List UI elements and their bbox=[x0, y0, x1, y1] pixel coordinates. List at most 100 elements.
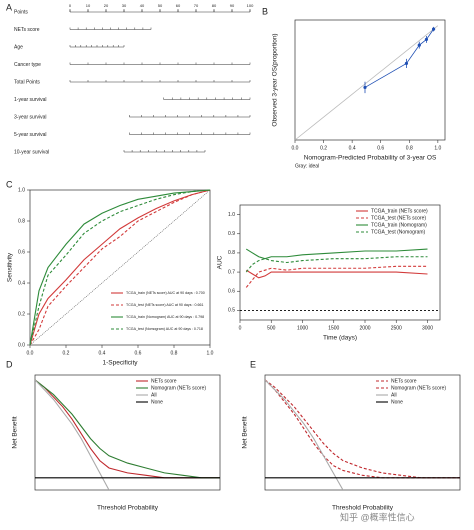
legend-label: All bbox=[391, 392, 397, 398]
row-label: Cancer type bbox=[14, 62, 41, 68]
row-label: NETs score bbox=[14, 27, 40, 33]
y-tick-label: 0.0 bbox=[18, 342, 25, 348]
series-line bbox=[245, 269, 428, 279]
series-line bbox=[245, 256, 428, 273]
y-axis-title: Net Benefit bbox=[12, 416, 19, 448]
calibration-point bbox=[417, 43, 421, 47]
y-axis-title: AUC bbox=[217, 255, 224, 269]
y-axis-title: Sensitivity bbox=[7, 252, 14, 282]
series-line bbox=[245, 265, 428, 288]
points-tick-label: 80 bbox=[212, 3, 217, 8]
series-line bbox=[29, 189, 211, 346]
series-line bbox=[265, 379, 460, 479]
points-tick-label: 50 bbox=[158, 3, 163, 8]
x-tick-label: 0.8 bbox=[406, 145, 413, 151]
legend-label: None bbox=[151, 399, 163, 405]
series-line bbox=[35, 379, 110, 490]
legend-label: Nomogram (NETs score) bbox=[151, 385, 206, 391]
row-label: 3-year survival bbox=[14, 114, 47, 120]
series-line bbox=[35, 379, 220, 479]
x-tick-label: 0.0 bbox=[292, 145, 299, 151]
y-axis-title: Observed 3-year OS(proportion) bbox=[272, 33, 279, 126]
legend-label: TCGA_train (Nomogram) AUC at 90 days : 0… bbox=[126, 315, 204, 319]
x-tick-label: 0.0 bbox=[27, 350, 34, 356]
x-tick-label: 2500 bbox=[391, 325, 402, 331]
diagonal bbox=[29, 189, 211, 346]
x-tick-label: 0.2 bbox=[320, 145, 327, 151]
x-axis-title: Time (days) bbox=[323, 335, 357, 342]
calibration-point bbox=[431, 27, 436, 31]
x-tick-label: 1500 bbox=[328, 325, 339, 331]
row-label: Age bbox=[14, 44, 23, 50]
legend-label: TCGA_train (NETs score) bbox=[371, 208, 428, 214]
points-tick-label: 100 bbox=[247, 3, 254, 8]
x-axis-title: Threshold Probability bbox=[97, 505, 159, 512]
legend-label: NETs score bbox=[151, 378, 177, 384]
plot-frame bbox=[264, 374, 461, 491]
panel-label: B bbox=[262, 6, 268, 16]
panel-label: E bbox=[250, 359, 256, 369]
y-tick-label: 0.8 bbox=[228, 250, 235, 256]
plot-frame bbox=[29, 189, 211, 346]
panel-label: D bbox=[6, 359, 13, 369]
x-tick-label: 1.0 bbox=[434, 145, 441, 151]
legend-label: Nomogram (NETs score) bbox=[391, 385, 446, 391]
series-group bbox=[29, 189, 211, 346]
points-tick-label: 60 bbox=[176, 3, 181, 8]
calibration-point bbox=[424, 37, 429, 42]
legend-label: TCGA_test (Nomogram) AUC at 90 days : 0.… bbox=[126, 327, 203, 331]
row-label: Total Points bbox=[14, 79, 40, 85]
x-tick-label: 0.6 bbox=[377, 145, 384, 151]
y-tick-label: 1.0 bbox=[228, 212, 235, 218]
y-tick-label: 0.7 bbox=[228, 269, 235, 275]
y-tick-label: 0.6 bbox=[228, 289, 235, 295]
panel-label: C bbox=[6, 179, 13, 189]
points-tick-label: 30 bbox=[122, 3, 127, 8]
y-tick-label: 1.0 bbox=[18, 187, 25, 193]
series-group bbox=[265, 379, 460, 490]
row-label: 5-year survival bbox=[14, 132, 47, 138]
row-label: 1-year survival bbox=[14, 97, 47, 103]
points-tick-label: 10 bbox=[86, 3, 91, 8]
x-tick-label: 1000 bbox=[297, 325, 308, 331]
plot-frame bbox=[34, 374, 221, 491]
y-tick-label: 0.2 bbox=[18, 311, 25, 317]
x-tick-label: 0.8 bbox=[171, 350, 178, 356]
y-tick-label: 0.9 bbox=[228, 231, 235, 237]
series-line bbox=[29, 189, 211, 346]
x-tick-label: 0 bbox=[239, 325, 242, 331]
points-tick-label: 70 bbox=[194, 3, 199, 8]
calibration-point bbox=[363, 85, 367, 90]
plot-frame bbox=[239, 204, 441, 321]
legend-label: TCGA_test (NETs score) AUC at 90 days : … bbox=[126, 303, 204, 307]
points-tick-label: 40 bbox=[140, 3, 145, 8]
legend-label: All bbox=[151, 392, 157, 398]
x-axis-title: Nomogram-Predicted Probability of 3-year… bbox=[304, 155, 437, 162]
legend-label: TCGA_train (NETs score) AUC at 90 days :… bbox=[126, 291, 205, 295]
y-axis-title: Net Benefit bbox=[242, 416, 249, 448]
legend-label: TCGA_train (Nomogram) bbox=[371, 222, 427, 228]
calibration-line bbox=[364, 28, 434, 88]
series-line bbox=[29, 189, 211, 346]
x-tick-label: 500 bbox=[267, 325, 276, 331]
calibration-point bbox=[404, 61, 409, 66]
x-tick-label: 3000 bbox=[422, 325, 433, 331]
ideal-line bbox=[294, 25, 439, 141]
panel-label: A bbox=[6, 2, 12, 12]
series-group bbox=[245, 248, 428, 288]
points-tick-label: 20 bbox=[104, 3, 109, 8]
series-line bbox=[265, 379, 344, 490]
x-axis-title: 1-Specificity bbox=[102, 360, 138, 367]
row-label: 10-year survival bbox=[14, 149, 49, 155]
points-tick-label: 90 bbox=[230, 3, 235, 8]
series-line bbox=[29, 189, 211, 346]
x-tick-label: 0.4 bbox=[349, 145, 356, 151]
y-tick-label: 0.5 bbox=[228, 308, 235, 314]
series-line bbox=[245, 248, 428, 260]
calibration-note: Gray: ideal bbox=[295, 163, 319, 169]
x-axis-title: Threshold Probability bbox=[332, 505, 394, 512]
y-tick-label: 0.4 bbox=[18, 280, 25, 286]
x-tick-label: 1.0 bbox=[207, 350, 214, 356]
legend-label: TCGA_test (Nomogram) bbox=[371, 229, 426, 235]
